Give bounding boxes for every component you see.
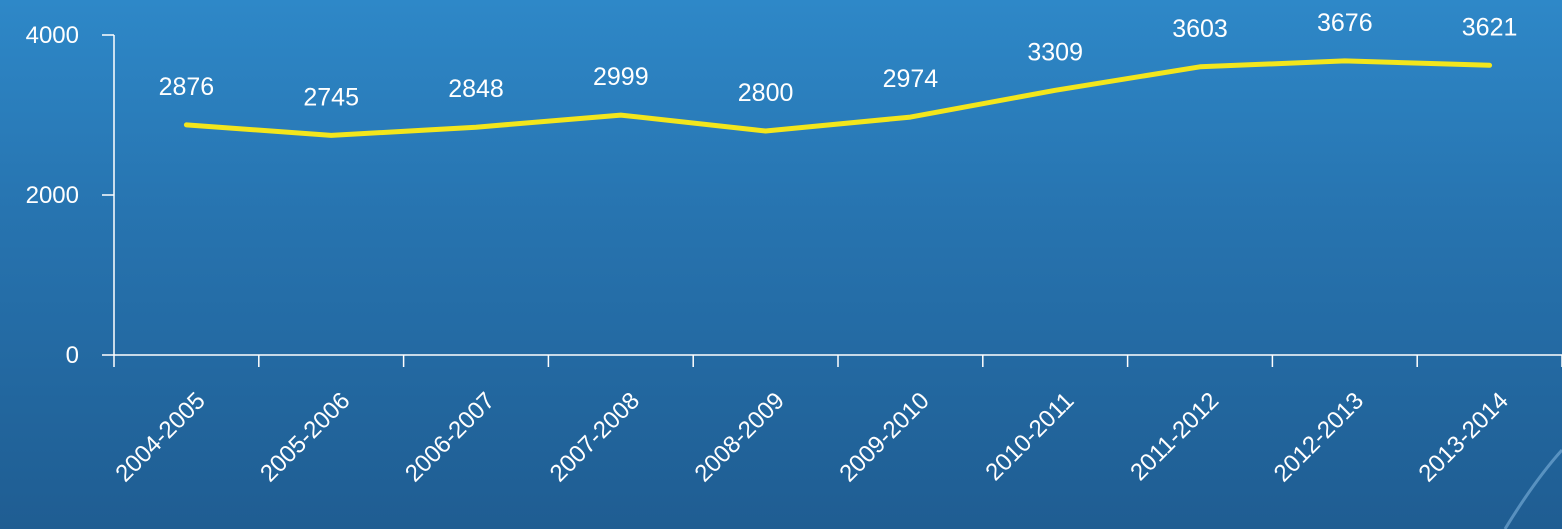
y-tick-labels: 0 2000 4000 — [26, 22, 79, 369]
y-tick-label: 2000 — [26, 182, 79, 209]
data-label: 3603 — [1172, 15, 1228, 43]
data-label: 3309 — [1027, 38, 1083, 66]
x-tick-label: 2009-2010 — [834, 387, 934, 487]
y-tick-label: 0 — [66, 342, 79, 369]
series-line — [183, 58, 1493, 138]
x-tick-label: 2010-2011 — [980, 387, 1079, 486]
y-tick-label: 4000 — [26, 22, 79, 49]
data-label: 3676 — [1317, 9, 1373, 37]
x-tick-label: 2008-2009 — [690, 387, 790, 487]
data-label: 2848 — [448, 75, 504, 103]
x-tick-label: 2006-2007 — [400, 387, 500, 487]
x-tick-label: 2012-2013 — [1269, 387, 1369, 487]
decorative-swoosh — [1503, 448, 1562, 529]
x-tick-label: 2007-2008 — [545, 387, 645, 487]
x-tick-label: 2013-2014 — [1414, 387, 1514, 487]
data-label: 2999 — [593, 63, 649, 91]
data-label: 2974 — [883, 65, 939, 93]
data-label: 2745 — [303, 83, 359, 111]
x-tick-label: 2004-2005 — [110, 387, 210, 487]
series-layer — [183, 58, 1493, 138]
data-labels: 2876 2745 2848 2999 2800 2974 3309 3603 3676 3621 — [159, 9, 1518, 111]
x-tick-label: 2011-2012 — [1125, 387, 1224, 486]
data-label: 3621 — [1462, 13, 1518, 41]
axes — [102, 34, 1562, 367]
x-tick-label: 2005-2006 — [255, 387, 355, 487]
data-label: 2800 — [738, 79, 794, 107]
data-label: 2876 — [159, 73, 215, 101]
x-tick-labels: 2004-2005 2005-2006 2006-2007 2007-2008 2008… — [110, 387, 1513, 487]
